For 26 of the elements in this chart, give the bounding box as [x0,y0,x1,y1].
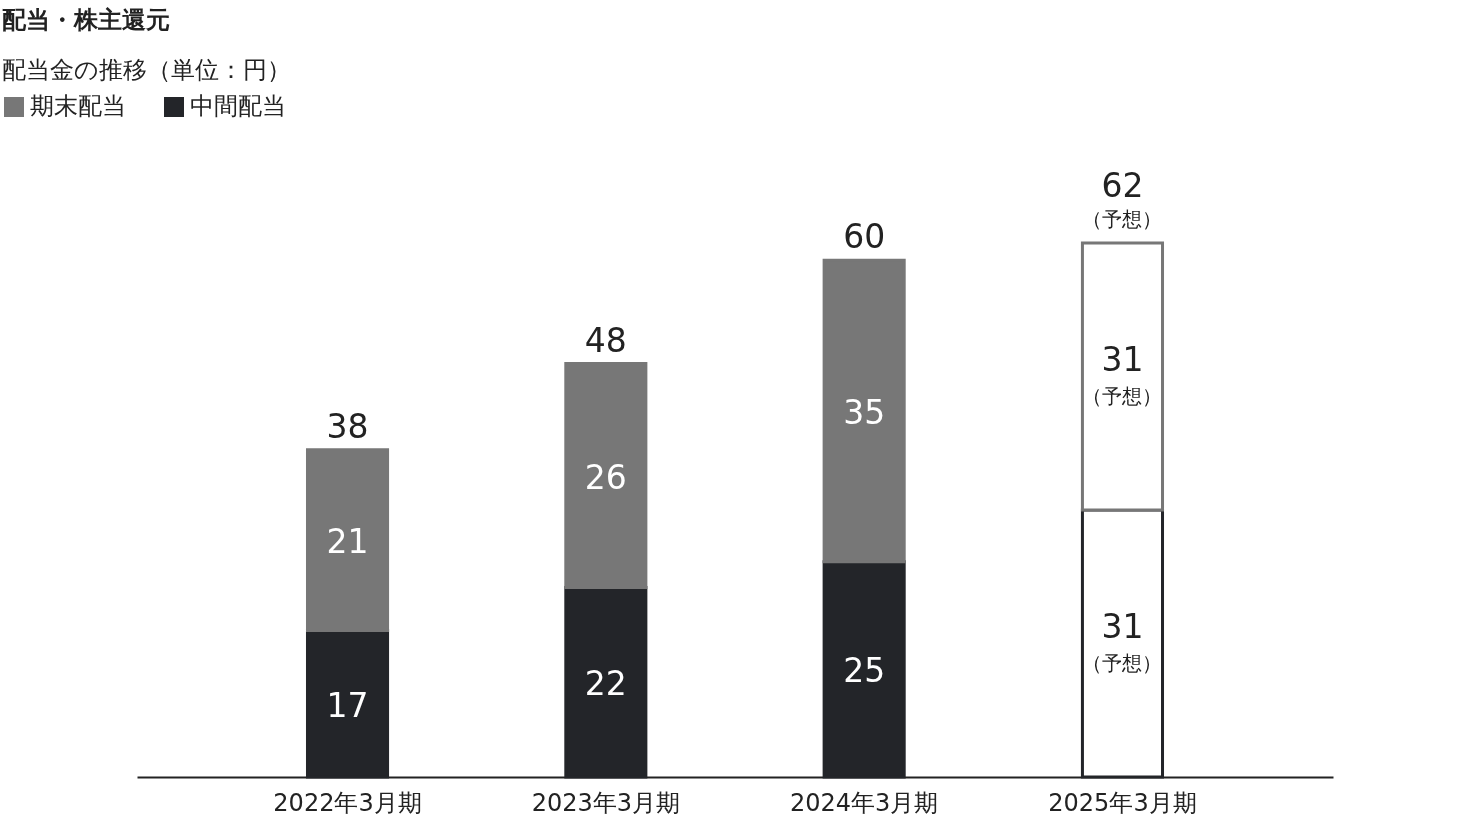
data-label: 25 [843,651,886,691]
annotation: （予想） [1082,650,1163,675]
bar [564,362,648,590]
data-label: 26 [584,457,627,497]
total-label: 62 [1101,166,1144,205]
data-label: 21 [326,522,369,562]
x-tick-label: 2024年3月期 [789,788,939,817]
legend-label: 期末配当 [30,92,126,120]
bar [305,448,390,633]
data-label: 17 [326,685,369,725]
data-label: 31 [1101,339,1144,379]
data-label: 35 [843,392,886,432]
total-label: 60 [843,217,886,257]
chart-title: 配当・株主還元 [2,6,170,34]
data-label: 31 [1101,606,1144,646]
x-tick-label: 2023年3月期 [531,788,681,817]
text: （予想） [1082,207,1163,231]
annotation: （予想） [1082,383,1163,408]
bar [822,258,906,564]
x-tick-label: 2025年3月期 [1048,788,1197,817]
total-label: 48 [584,320,627,360]
x-tick-label: 2022年3月期 [273,788,422,817]
total-label: 38 [326,406,369,446]
chart-subtitle: 配当金の推移（単位：円） [2,56,291,84]
data-label: 22 [584,664,627,704]
legend-label: 中間配当 [190,92,286,120]
